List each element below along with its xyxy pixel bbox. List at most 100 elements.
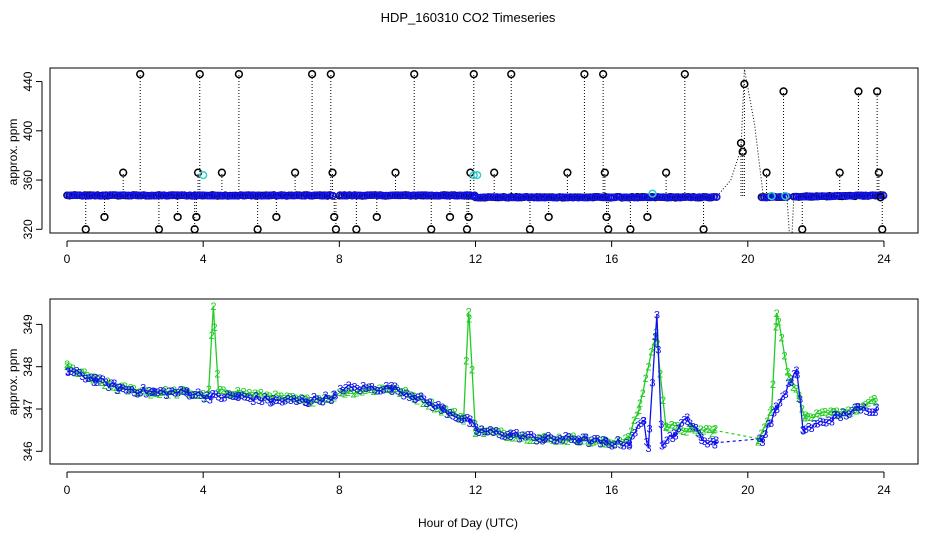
filtered-point xyxy=(324,191,332,199)
series-2-marker: 2 xyxy=(799,404,805,416)
filtered-point xyxy=(74,191,82,199)
series-2-marker: 2 xyxy=(210,301,216,313)
series-3-marker: 3 xyxy=(230,391,236,403)
series-2-marker: 2 xyxy=(133,388,139,400)
series-2-marker: 2 xyxy=(770,379,776,391)
series-2-marker: 2 xyxy=(657,368,663,380)
series-3-marker: 3 xyxy=(566,432,572,444)
series-3-marker: 3 xyxy=(627,439,633,451)
series-2-marker: 2 xyxy=(64,359,70,371)
series-3-marker: 3 xyxy=(600,435,606,447)
series-2-marker: 2 xyxy=(194,390,200,402)
series-2-marker: 2 xyxy=(550,435,556,447)
bottom-x-tick-label: 24 xyxy=(877,483,891,497)
x-axis-label: Hour of Day (UTC) xyxy=(418,516,518,530)
series-2-marker: 2 xyxy=(78,367,84,379)
spike-point xyxy=(873,87,882,96)
series-2-marker: 2 xyxy=(834,406,840,418)
spike-point xyxy=(525,225,535,233)
series-3-marker: 3 xyxy=(467,414,473,426)
series-3-marker: 3 xyxy=(576,434,582,446)
series-3-marker: 3 xyxy=(811,419,817,431)
series-3-marker: 3 xyxy=(654,309,660,321)
spike-point xyxy=(580,70,589,79)
series-2-marker: 2 xyxy=(599,438,605,450)
series-3-marker: 3 xyxy=(276,395,282,407)
filtered-point xyxy=(150,192,159,200)
series-2-marker: 2 xyxy=(379,383,385,395)
series-3-marker: 3 xyxy=(594,434,600,446)
filtered-point xyxy=(173,191,182,199)
series-3-marker: 3 xyxy=(227,390,233,402)
series-3-marker: 3 xyxy=(241,391,247,403)
series-3-marker: 3 xyxy=(140,383,146,395)
series-2-marker: 2 xyxy=(122,381,128,393)
filtered-point xyxy=(283,192,291,200)
series-3-marker: 3 xyxy=(823,418,829,430)
series-2-marker: 2 xyxy=(102,380,108,392)
filtered-point xyxy=(92,191,100,200)
flagged-point xyxy=(469,170,478,180)
filtered-point xyxy=(410,191,418,199)
filtered-point xyxy=(79,191,87,200)
filtered-point xyxy=(405,191,413,200)
series-3-marker: 3 xyxy=(108,378,114,390)
series-3-marker: 3 xyxy=(777,398,783,410)
series-3-marker: 3 xyxy=(696,429,702,441)
series-2-marker: 2 xyxy=(646,361,652,373)
series-2-marker: 2 xyxy=(565,436,571,448)
series-3-marker: 3 xyxy=(415,392,421,404)
top-x-tick-label: 0 xyxy=(64,252,71,266)
series-2-marker: 2 xyxy=(608,438,614,450)
filtered-point xyxy=(872,191,880,199)
series-3-marker: 3 xyxy=(105,382,111,394)
bottom-x-tick-label: 12 xyxy=(469,483,483,497)
spike-point xyxy=(602,212,611,222)
series-3-marker: 3 xyxy=(337,383,343,395)
filtered-point xyxy=(430,191,439,200)
series-3-marker: 3 xyxy=(320,397,326,409)
top-x-tick-label: 24 xyxy=(877,252,891,266)
series-3-marker: 3 xyxy=(233,391,239,403)
series-2-marker: 2 xyxy=(420,398,426,410)
series-3-marker: 3 xyxy=(236,390,242,402)
series-3-marker: 3 xyxy=(704,439,710,451)
spike-point xyxy=(762,168,771,177)
spike-point xyxy=(740,79,749,89)
filtered-point xyxy=(520,193,529,201)
spike-point xyxy=(507,70,516,79)
series-3-marker: 3 xyxy=(366,382,372,394)
series-3-marker: 3 xyxy=(809,423,815,435)
series-3-marker: 3 xyxy=(439,402,445,414)
series-2-marker: 2 xyxy=(575,436,581,448)
filtered-point xyxy=(168,191,176,200)
series-3-marker: 3 xyxy=(826,415,832,427)
filtered-point xyxy=(316,192,325,200)
series-2-marker: 2 xyxy=(414,395,420,407)
series-3-marker: 3 xyxy=(835,410,841,422)
series-2-marker: 2 xyxy=(359,387,365,399)
series-3-marker: 3 xyxy=(681,414,687,426)
series-3-gap-line xyxy=(714,438,760,444)
series-3-marker: 3 xyxy=(542,434,548,446)
series-3-marker: 3 xyxy=(208,391,214,403)
series-3-marker: 3 xyxy=(664,435,670,447)
filtered-point xyxy=(795,192,804,201)
series-3-marker: 3 xyxy=(100,374,106,386)
series-2-marker: 2 xyxy=(429,397,435,409)
series-3-marker: 3 xyxy=(473,426,479,438)
series-3-marker: 3 xyxy=(114,385,120,397)
series-3-marker: 3 xyxy=(640,416,646,428)
series-3-marker: 3 xyxy=(638,418,644,430)
series-2-marker: 2 xyxy=(588,437,594,449)
series-2-marker: 2 xyxy=(307,398,313,410)
series-2-marker: 2 xyxy=(159,387,165,399)
series-3-marker: 3 xyxy=(215,391,221,403)
series-2-marker: 2 xyxy=(677,424,683,436)
series-3-marker: 3 xyxy=(464,413,470,425)
series-2-marker: 2 xyxy=(391,384,397,396)
series-2-marker: 2 xyxy=(530,435,536,447)
series-2-marker: 2 xyxy=(700,425,706,437)
filtered-point xyxy=(579,193,588,202)
series-2-marker: 2 xyxy=(854,405,860,417)
